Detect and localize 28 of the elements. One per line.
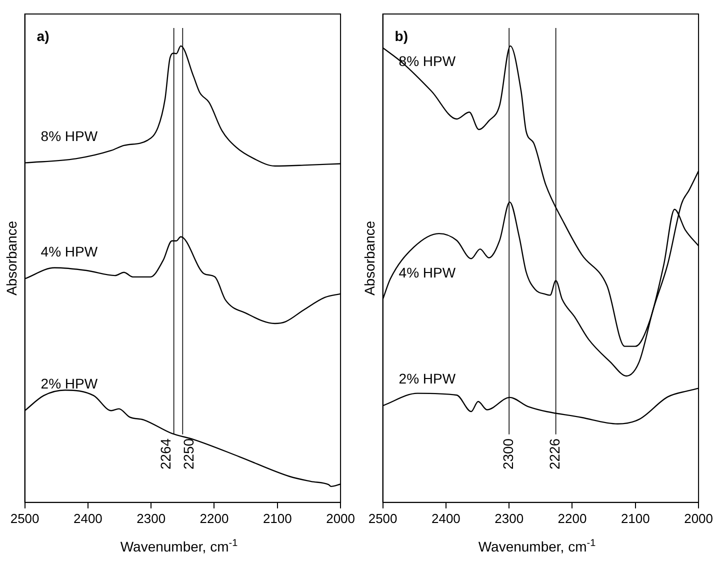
x-tick-label: 2500 <box>10 510 40 526</box>
x-tick-label: 2400 <box>431 510 460 526</box>
x-tick-label: 2300 <box>136 510 166 526</box>
x-tick-label: 2100 <box>620 510 650 526</box>
text: b) <box>394 28 408 44</box>
series-label: 2% HPW <box>398 370 456 387</box>
x-tick-label: 2300 <box>494 510 524 526</box>
series-label: 8% HPW <box>398 53 456 69</box>
x-tick-label: 2000 <box>684 510 713 526</box>
y-axis-title: Absorbance <box>3 220 20 296</box>
x-tick-label: 2000 <box>326 510 355 526</box>
x-tick-label: 2400 <box>73 510 102 526</box>
x-tick-label: 2100 <box>262 510 292 526</box>
x-tick-label: 2200 <box>558 510 587 526</box>
ref-line-label: 2250 <box>180 438 197 470</box>
x-tick-label: 2200 <box>200 510 229 526</box>
ref-line-label: 2264 <box>158 438 174 470</box>
series-label: 8% HPW <box>40 128 98 144</box>
series-label: 4% HPW <box>40 244 98 260</box>
x-axis-title: Wavenumber, cm$^{-1}$ <box>477 538 597 555</box>
ref-line-label: 2226 <box>546 438 563 470</box>
x-axis-title: Wavenumber, cm$^{-1}$ <box>119 538 239 555</box>
text: a) <box>36 28 50 44</box>
x-tick-label: 2500 <box>368 510 398 526</box>
ref-line-label: 2300 <box>500 438 516 470</box>
y-axis-title: Absorbance <box>361 220 378 296</box>
series-label: 4% HPW <box>398 264 456 280</box>
series-label: 2% HPW <box>40 376 98 392</box>
